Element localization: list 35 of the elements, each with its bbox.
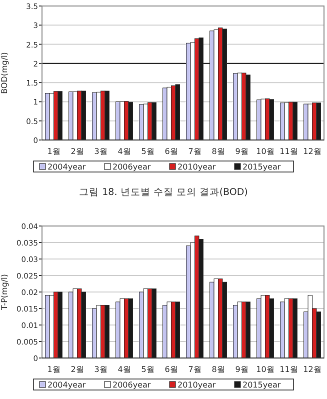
x-tick-label: 9월 — [235, 365, 248, 374]
legend-label: 2010year — [178, 380, 216, 390]
x-tick-label: 1월 — [47, 365, 60, 374]
x-tick-label: 11월 — [280, 365, 298, 374]
x-tick-label: 8월 — [212, 365, 225, 374]
x-tick-label: 10월 — [256, 147, 274, 156]
x-tick-label: 7월 — [188, 365, 202, 374]
x-tick-label: 6월 — [164, 365, 178, 374]
x-tick-label: 11월 — [280, 147, 298, 156]
x-tick-label: 1월 — [47, 147, 60, 156]
caption: 그림 18. 년도별 수질 모의 결과(BOD) — [79, 187, 248, 198]
x-tick-label: 8월 — [212, 147, 225, 156]
legend-label: 2010year — [178, 162, 216, 172]
x-tick-label: 3월 — [94, 147, 108, 156]
y-axis-title: BOD(mg/l) — [0, 52, 9, 94]
x-tick-label: 4월 — [118, 147, 131, 156]
x-tick-label: 7월 — [188, 147, 202, 156]
legend-label: 2015year — [242, 380, 282, 390]
y-axis-title: T-P(mg/l) — [0, 274, 9, 311]
x-tick-label: 3월 — [94, 365, 108, 374]
x-tick-label: 2월 — [70, 147, 84, 156]
legend-label: 2004year — [48, 380, 86, 390]
x-tick-label: 5월 — [141, 365, 154, 374]
x-tick-label: 5월 — [141, 147, 154, 156]
x-tick-label: 12월 — [303, 147, 322, 156]
x-tick-label: 10월 — [256, 365, 274, 374]
x-tick-label: 6월 — [164, 147, 178, 156]
x-tick-label: 2월 — [70, 365, 84, 374]
legend-label: 2015year — [242, 162, 282, 172]
x-tick-label: 9월 — [235, 147, 248, 156]
x-tick-label: 4월 — [118, 365, 131, 374]
x-tick-label: 12월 — [303, 365, 322, 374]
legend-label: 2006year — [112, 162, 152, 172]
legend-label: 2006year — [112, 380, 152, 390]
legend-label: 2004year — [48, 162, 86, 172]
